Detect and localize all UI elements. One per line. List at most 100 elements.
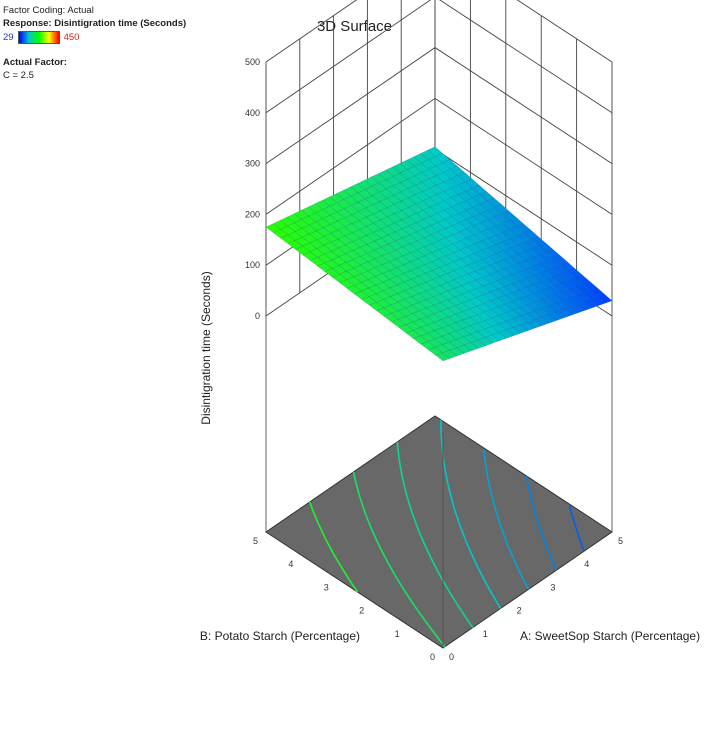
surface-cell <box>455 328 471 338</box>
surface-cell <box>386 194 402 205</box>
surface-cell <box>408 213 424 223</box>
surface-cell <box>472 213 488 224</box>
surface-cell <box>496 286 513 296</box>
factor-coding-label: Factor Coding: Actual <box>3 5 94 16</box>
surface-cell <box>309 248 325 258</box>
surface-cell <box>545 258 562 268</box>
surface-cell <box>357 198 373 209</box>
surface-cell <box>376 307 392 317</box>
x-tick-label: 4 <box>584 559 589 569</box>
surface-cell <box>463 342 479 352</box>
surface-cell <box>343 205 359 215</box>
surface-cell <box>433 319 450 329</box>
surface-cell <box>480 238 497 248</box>
surface-cell <box>446 261 462 272</box>
surface-cell <box>398 324 414 334</box>
surface-cell <box>378 179 394 190</box>
surface-cell <box>474 259 490 269</box>
surface-cell <box>351 211 367 221</box>
surface-cell <box>540 314 557 324</box>
surface-cell <box>324 268 340 278</box>
surface-cell <box>371 173 387 184</box>
surface-cell <box>397 290 413 300</box>
surface-cell <box>475 285 491 296</box>
surface-cell <box>337 217 353 228</box>
surface-cell <box>330 229 346 240</box>
y-tick-label: 4 <box>288 559 293 569</box>
surface-cell <box>301 233 317 244</box>
surface-cell <box>437 228 453 239</box>
surface-cell <box>423 234 439 245</box>
surface-cell <box>308 212 324 223</box>
surface-cell <box>338 253 354 263</box>
x-tick-label: 5 <box>618 536 623 546</box>
y-tick-label: 3 <box>324 582 329 592</box>
surface-cell <box>488 244 504 254</box>
surface-cell <box>273 229 289 239</box>
surface-cell <box>425 287 441 298</box>
surface-cell <box>554 309 571 319</box>
contour-line <box>352 471 446 648</box>
x-tick-label: 1 <box>483 629 488 639</box>
surface-cell <box>329 211 345 222</box>
surface-cell <box>366 241 382 251</box>
surface-cell <box>457 191 473 202</box>
surface-cell <box>495 250 511 261</box>
y-axis-title: B: Potato Starch (Percentage) <box>200 629 360 643</box>
surface-cell <box>346 276 362 286</box>
surface-cell <box>451 203 467 214</box>
surface-cell <box>446 270 462 280</box>
surface-cell <box>314 200 331 210</box>
y-tick-label: 5 <box>253 536 258 546</box>
surface-cell <box>433 310 449 320</box>
surface-cell <box>426 313 442 323</box>
surface-cell <box>480 228 496 239</box>
surface-cell <box>569 304 585 314</box>
surface-cell <box>458 219 474 230</box>
x-tick-label: 2 <box>517 606 522 616</box>
surface-cell <box>357 189 373 200</box>
y-tick-label: 2 <box>359 606 364 616</box>
surface-cell <box>422 206 438 217</box>
z-tick-label: 100 <box>245 260 260 270</box>
surface-cell <box>517 251 533 261</box>
surface-cell <box>482 274 498 284</box>
surface-cell <box>414 181 430 192</box>
surface-cell <box>357 179 373 190</box>
surface-cell <box>401 225 417 236</box>
surface-cell <box>419 324 436 334</box>
surface-cell <box>323 250 340 261</box>
surface-cell <box>367 258 383 269</box>
surface-cell <box>413 335 429 345</box>
surface-cell <box>452 231 468 242</box>
surface-cell <box>365 204 381 215</box>
surface-cell <box>479 200 495 211</box>
z-tick-label: 500 <box>245 57 260 67</box>
surface-cell <box>473 241 489 251</box>
surface-cell <box>422 197 438 208</box>
surface-cell <box>308 221 324 232</box>
surface-cell <box>476 311 492 321</box>
wall-grid-line <box>265 47 613 164</box>
surface-cell <box>422 216 439 226</box>
surface-cell <box>538 261 555 271</box>
surface-cell <box>408 203 424 214</box>
surface-cell <box>431 249 447 260</box>
surface-cell <box>445 243 461 254</box>
surface-cell <box>470 339 486 349</box>
contour-line <box>525 475 558 571</box>
surface-cell <box>502 247 518 258</box>
surface-cell <box>440 308 456 318</box>
surface-cell <box>379 207 395 218</box>
surface-cell <box>397 299 413 309</box>
surface-cell <box>472 194 488 205</box>
contour-line <box>396 441 474 629</box>
scale-min-label: 29 <box>3 32 14 43</box>
surface-cell <box>343 195 359 206</box>
z-tick-label: 200 <box>245 209 260 219</box>
surface-cell <box>427 330 443 340</box>
surface-cell <box>338 244 354 254</box>
surface-cell <box>553 264 569 275</box>
surface-cell <box>411 284 427 295</box>
